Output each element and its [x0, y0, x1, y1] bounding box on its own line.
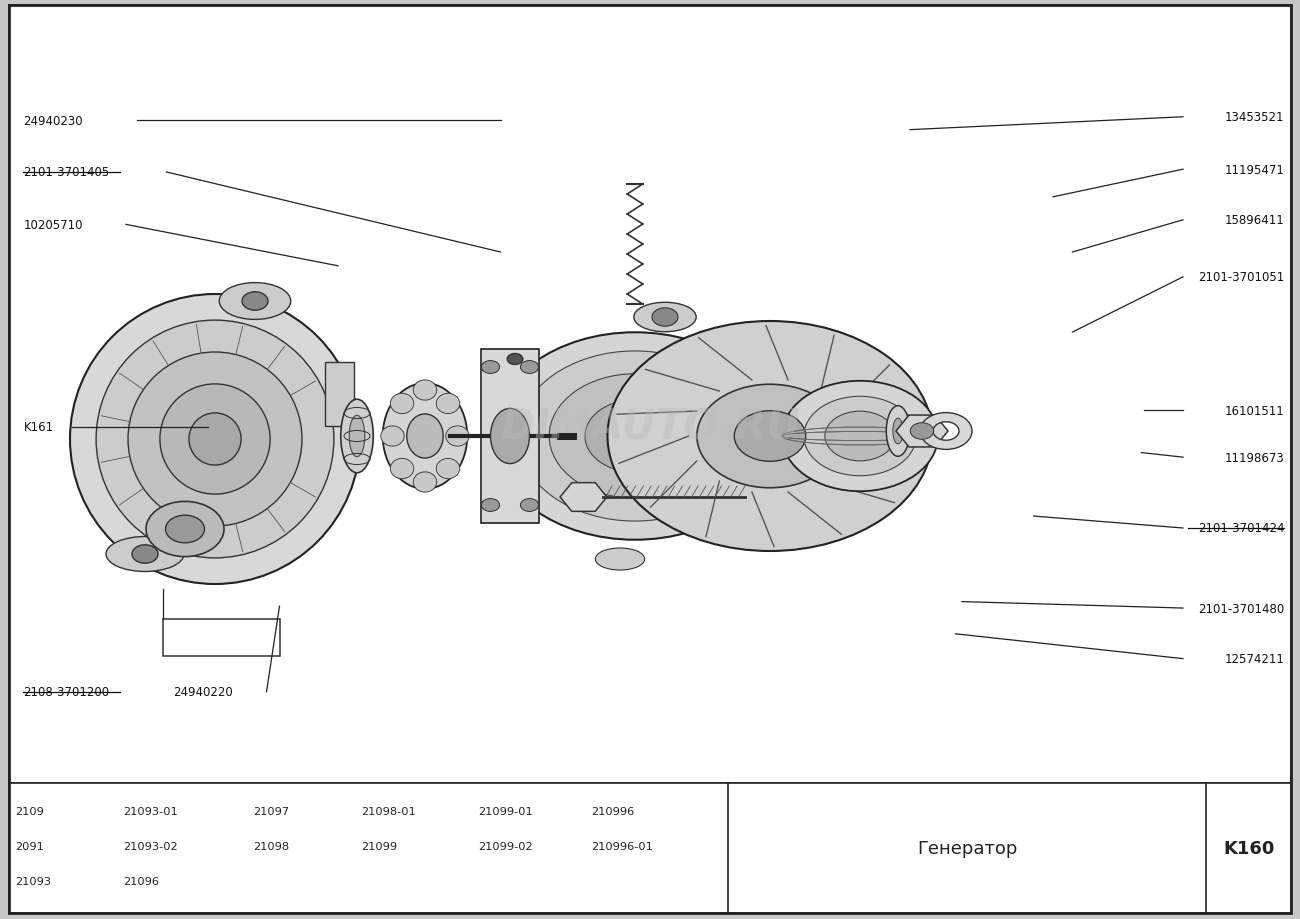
Ellipse shape: [390, 394, 413, 414]
Ellipse shape: [220, 283, 291, 320]
Ellipse shape: [697, 385, 844, 488]
Ellipse shape: [413, 380, 437, 401]
Circle shape: [242, 292, 268, 311]
Circle shape: [910, 424, 933, 440]
Circle shape: [133, 545, 159, 563]
Text: K160: K160: [1223, 839, 1274, 857]
Ellipse shape: [490, 409, 529, 464]
Ellipse shape: [734, 412, 806, 462]
Circle shape: [520, 499, 538, 512]
Text: 21093-01: 21093-01: [124, 806, 178, 816]
Ellipse shape: [803, 397, 916, 476]
Bar: [162, 619, 280, 656]
Ellipse shape: [341, 400, 373, 473]
Text: 10205710: 10205710: [23, 219, 83, 232]
Text: 24940230: 24940230: [23, 115, 83, 128]
Text: 21099: 21099: [361, 841, 398, 851]
Ellipse shape: [595, 549, 645, 571]
Text: 21097: 21097: [254, 806, 290, 816]
Text: 2101-3701051: 2101-3701051: [1199, 271, 1284, 284]
Ellipse shape: [634, 303, 697, 333]
Ellipse shape: [70, 295, 360, 584]
Text: 21099-02: 21099-02: [478, 841, 533, 851]
Ellipse shape: [188, 414, 240, 466]
Text: 24940220: 24940220: [173, 686, 233, 698]
Text: Генератор: Генератор: [916, 839, 1018, 857]
Text: 21098: 21098: [254, 841, 290, 851]
Ellipse shape: [446, 426, 469, 447]
Ellipse shape: [826, 412, 896, 461]
Ellipse shape: [381, 426, 404, 447]
Text: 2101-3701424: 2101-3701424: [1197, 522, 1284, 535]
Text: 21093: 21093: [16, 876, 52, 886]
Ellipse shape: [390, 459, 413, 479]
Ellipse shape: [607, 322, 932, 551]
Ellipse shape: [96, 321, 334, 559]
Text: 11198673: 11198673: [1225, 451, 1284, 464]
Circle shape: [653, 309, 679, 327]
Ellipse shape: [413, 472, 437, 493]
Text: 21096: 21096: [124, 876, 160, 886]
Ellipse shape: [783, 381, 939, 492]
Bar: [9, 6, 1291, 783]
Bar: [481, 349, 538, 524]
Text: 15896411: 15896411: [1225, 214, 1284, 227]
Text: 11195471: 11195471: [1225, 164, 1284, 176]
Ellipse shape: [893, 419, 903, 445]
Text: 2101-3701405: 2101-3701405: [23, 166, 109, 179]
Ellipse shape: [127, 353, 302, 527]
Ellipse shape: [382, 384, 467, 489]
Text: 2101-3701480: 2101-3701480: [1199, 602, 1284, 615]
Text: 21098-01: 21098-01: [361, 806, 416, 816]
Ellipse shape: [549, 374, 720, 499]
Ellipse shape: [887, 406, 910, 457]
Ellipse shape: [437, 394, 460, 414]
Text: K161: K161: [23, 421, 53, 434]
Ellipse shape: [160, 384, 270, 494]
Circle shape: [507, 354, 523, 365]
Text: 12574211: 12574211: [1225, 652, 1284, 665]
Ellipse shape: [491, 333, 777, 540]
Ellipse shape: [437, 459, 460, 479]
Text: 210996-01: 210996-01: [592, 841, 654, 851]
Bar: [325, 362, 354, 426]
Ellipse shape: [610, 418, 660, 455]
Text: 2108-3701200: 2108-3701200: [23, 686, 109, 698]
Circle shape: [520, 361, 538, 374]
Circle shape: [481, 499, 499, 512]
Ellipse shape: [350, 415, 365, 458]
Circle shape: [165, 516, 204, 543]
Ellipse shape: [517, 352, 753, 521]
Circle shape: [146, 502, 224, 557]
Text: 2109: 2109: [16, 806, 44, 816]
Text: DIMAUTO.RU: DIMAUTO.RU: [500, 406, 800, 448]
Text: 21093-02: 21093-02: [124, 841, 178, 851]
Text: 16101511: 16101511: [1225, 404, 1284, 417]
Ellipse shape: [107, 537, 185, 572]
Ellipse shape: [585, 401, 685, 472]
Circle shape: [481, 361, 499, 374]
Text: 210996: 210996: [592, 806, 634, 816]
Text: 2091: 2091: [16, 841, 44, 851]
Bar: [9, 783, 1291, 913]
Text: 21099-01: 21099-01: [478, 806, 533, 816]
Ellipse shape: [407, 414, 443, 459]
Text: 13453521: 13453521: [1225, 111, 1284, 124]
